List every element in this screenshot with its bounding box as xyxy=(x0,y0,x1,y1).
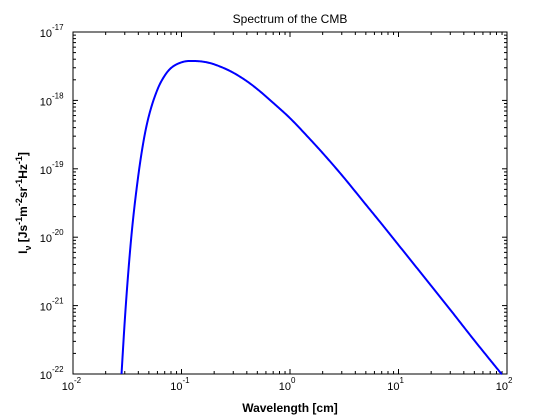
y-axis-label: Iν [Js-1m-2sr-1Hz-1] xyxy=(14,152,33,254)
svg-text:-18: -18 xyxy=(52,91,64,100)
svg-text:-17: -17 xyxy=(52,23,64,32)
svg-text:10: 10 xyxy=(387,381,399,393)
x-tick-label: 10-1 xyxy=(170,376,190,393)
plot-area xyxy=(72,31,508,375)
svg-text:10: 10 xyxy=(40,302,52,314)
svg-text:10: 10 xyxy=(40,28,52,40)
x-tick-label: 102 xyxy=(496,376,513,393)
svg-text:-19: -19 xyxy=(52,160,64,169)
svg-text:10: 10 xyxy=(40,165,52,177)
x-tick-label: 101 xyxy=(387,376,404,393)
svg-text:-21: -21 xyxy=(52,297,64,306)
x-tick-label: 10-2 xyxy=(62,376,82,393)
svg-text:-20: -20 xyxy=(52,228,64,237)
y-tick-label: 10-21 xyxy=(40,297,64,314)
y-tick-label: 10-18 xyxy=(40,91,64,108)
y-tick-label: 10-22 xyxy=(40,365,64,382)
svg-text:1: 1 xyxy=(400,376,405,385)
svg-text:10: 10 xyxy=(170,381,182,393)
svg-text:-2: -2 xyxy=(74,376,82,385)
x-axis-label: Wavelength [cm] xyxy=(242,401,338,415)
svg-text:10: 10 xyxy=(496,381,508,393)
x-tick-label: 100 xyxy=(279,376,296,393)
y-tick-label: 10-17 xyxy=(40,23,64,40)
svg-text:10: 10 xyxy=(40,96,52,108)
svg-text:10: 10 xyxy=(62,381,74,393)
axis-ticks xyxy=(72,31,508,375)
svg-text:2: 2 xyxy=(508,376,513,385)
y-tick-label: 10-20 xyxy=(40,228,64,245)
svg-text:10: 10 xyxy=(40,370,52,382)
svg-text:10: 10 xyxy=(40,233,52,245)
y-tick-label: 10-19 xyxy=(40,160,64,177)
cmb-spectrum-line xyxy=(120,59,503,375)
chart-title: Spectrum of the CMB xyxy=(233,12,348,26)
svg-text:0: 0 xyxy=(291,376,296,385)
svg-text:-1: -1 xyxy=(183,376,191,385)
svg-text:-22: -22 xyxy=(52,365,64,374)
svg-text:10: 10 xyxy=(279,381,291,393)
